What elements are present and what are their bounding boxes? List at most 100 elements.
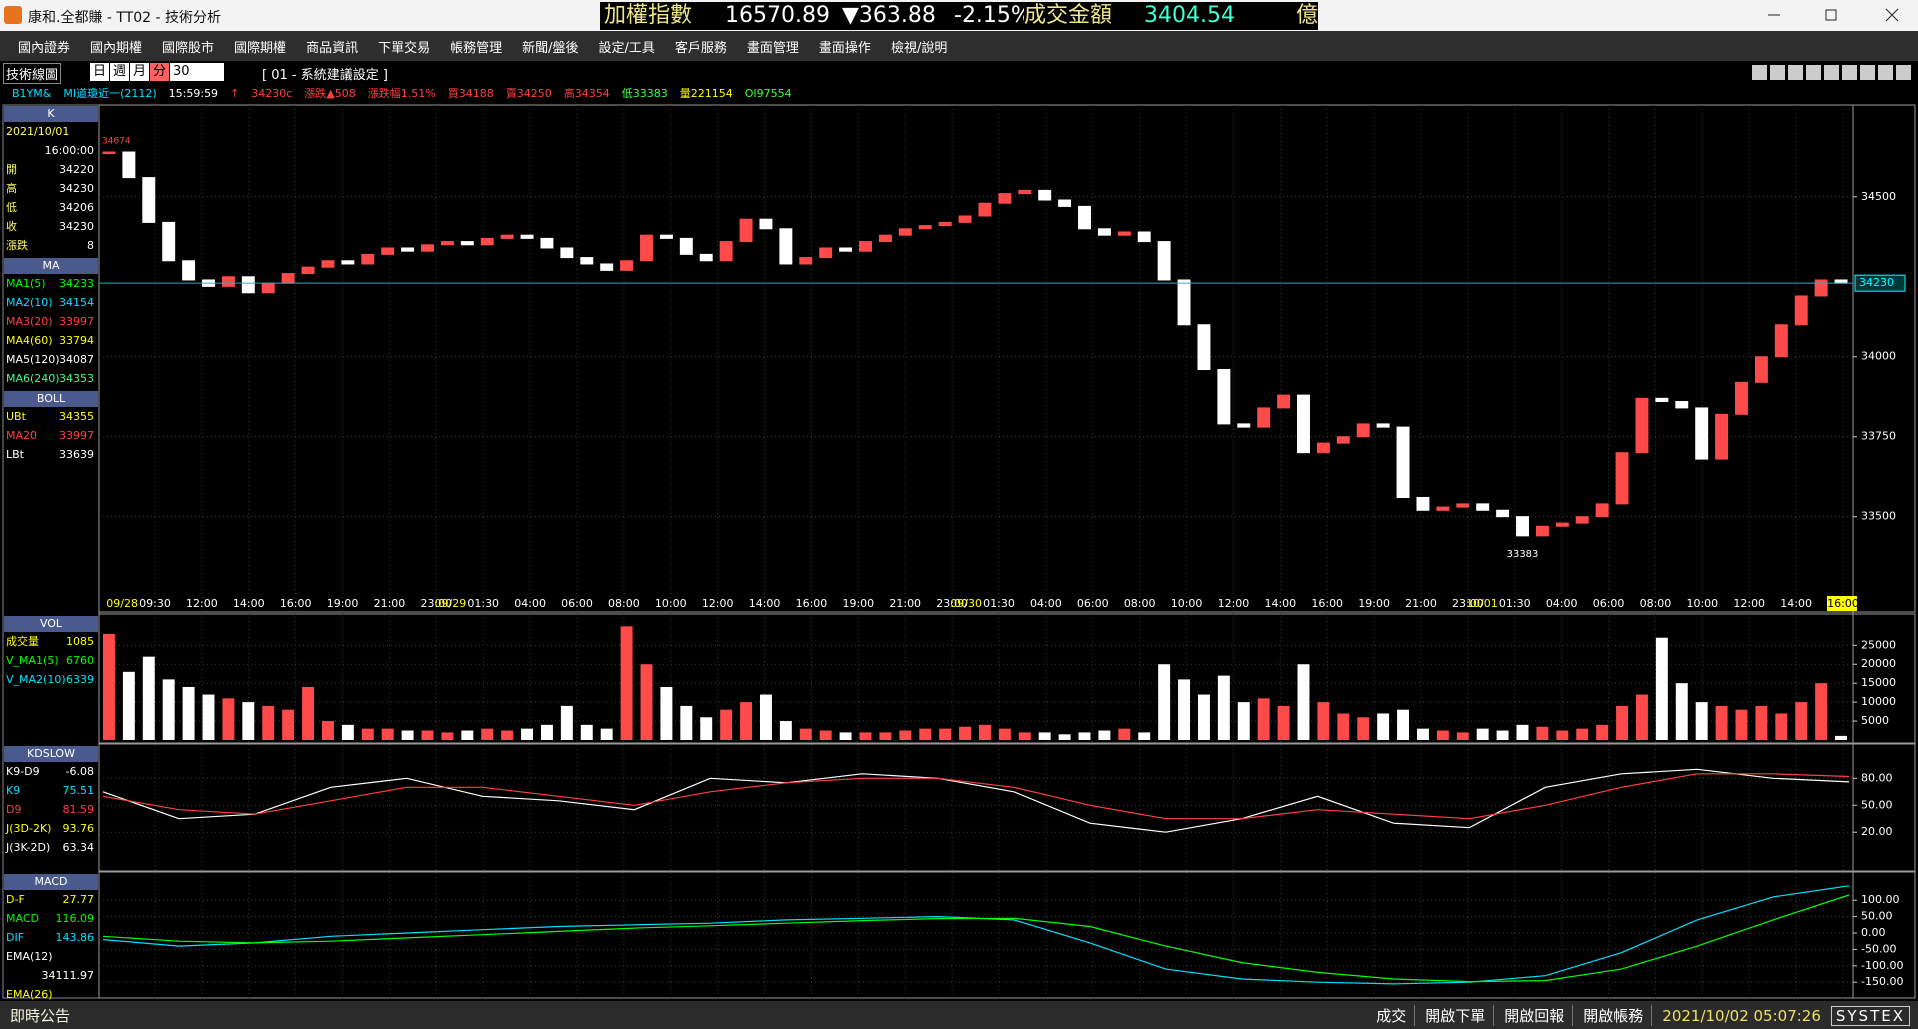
volume-bar (302, 686, 315, 740)
candle (1496, 509, 1510, 518)
row-label: MA3(20) (6, 315, 53, 328)
volume-bar (321, 721, 334, 740)
app-icon (4, 6, 22, 24)
row-value: 81.59 (63, 803, 95, 816)
volume-bar (1098, 730, 1111, 740)
close[interactable] (1885, 8, 1899, 22)
volume-bar (620, 626, 633, 740)
tool-icon[interactable] (1752, 65, 1767, 80)
row-value: 33997 (59, 315, 94, 328)
quote-field: 高34354 (563, 87, 610, 100)
y-tick-label: 33500 (1861, 510, 1896, 523)
status-button[interactable]: 開啟帳務 (1583, 1005, 1653, 1026)
candle (122, 151, 136, 179)
tool-icon[interactable] (1770, 65, 1785, 80)
candle (1555, 522, 1569, 527)
menu-bar: 國內證券 國內期權 國際股市 國際期權 商品資訊 下單交易 帳務管理 新聞/盤後 設定/工具 客戶… (0, 31, 1918, 61)
volume-bar (919, 728, 932, 740)
period-button[interactable]: 日 (90, 63, 110, 81)
candle (918, 225, 932, 230)
brand: SYSTEX (1830, 1005, 1910, 1026)
volume-bar (262, 705, 275, 740)
period-button[interactable]: 週 (110, 63, 130, 81)
restore[interactable] (1825, 9, 1837, 21)
volume-bar (222, 698, 235, 740)
last-price-label: 34230 (1859, 276, 1894, 289)
candle (1217, 369, 1231, 425)
row-label: 成交量 (6, 634, 39, 648)
candle (1058, 199, 1072, 207)
candle (1376, 423, 1390, 428)
menu-item[interactable]: 國際期權 (234, 40, 287, 56)
menu-item[interactable]: 畫面管理 (746, 40, 799, 56)
candle (261, 282, 275, 294)
candle (1117, 231, 1131, 236)
period-button[interactable]: 分 (150, 63, 170, 81)
candle (1735, 381, 1748, 415)
row-value: 33997 (59, 429, 94, 442)
status-button[interactable]: 開啟回報 (1504, 1005, 1574, 1026)
window-controls[interactable] (1740, 0, 1918, 31)
candle (620, 260, 634, 271)
status-button[interactable]: 成交 (1376, 1005, 1416, 1026)
status-button[interactable]: 開啟下單 (1425, 1005, 1495, 1026)
tool-icon[interactable] (1842, 65, 1857, 80)
menu-item[interactable]: 帳務管理 (450, 40, 503, 56)
quote-field: 漲跌幅1.51% (367, 87, 436, 100)
template-name[interactable]: [ 01 - 系統建議設定 ] (262, 68, 388, 83)
interval-select[interactable]: 30 (170, 63, 224, 81)
menu-item[interactable]: 商品資訊 (306, 40, 359, 56)
toolbar: 技術線圖 日週月分 30 [ 01 - 系統建議設定 ] (0, 62, 1918, 84)
notice[interactable]: 即時公告 (10, 1007, 71, 1025)
volume-bar (102, 633, 115, 740)
x-tick-label: 14:00 (1264, 597, 1296, 610)
menu-item[interactable]: 國際股市 (162, 40, 215, 56)
menu-item[interactable]: 國內期權 (90, 40, 143, 56)
row-value: 34230 (59, 182, 94, 195)
tool-icon[interactable] (1824, 65, 1839, 80)
tool-icon[interactable] (1788, 65, 1803, 80)
menu-item[interactable]: 客戶服務 (674, 40, 727, 56)
volume-bar (1197, 694, 1210, 740)
y-tick-label: 33750 (1861, 430, 1896, 443)
menu-item[interactable]: 下單交易 (378, 40, 431, 56)
volume-bar (1317, 702, 1330, 740)
row-value: 34154 (59, 296, 94, 309)
period-button[interactable]: 月 (130, 63, 150, 81)
candle (998, 193, 1012, 204)
high-mark: 34674 (102, 137, 131, 147)
candle (978, 202, 992, 217)
x-tick-label: 01:30 (1499, 597, 1531, 610)
row-label: MA5(120) (6, 353, 60, 366)
x-tick-label: 12:00 (1733, 597, 1765, 610)
x-tick-label: 10:00 (655, 597, 687, 610)
row-value: 33639 (59, 448, 94, 461)
quote-line: B1YM& MI道瓊近一(2112) 15:59:59 ↑ 34230c 漲跌▲508 漲跌… (12, 84, 792, 102)
candle (580, 257, 594, 265)
section-header: MA (42, 259, 59, 272)
row-label: J(3D-2K) (5, 822, 51, 835)
menu-item[interactable]: 國內證券 (18, 40, 71, 56)
volume-bar (660, 686, 673, 740)
volume-bar (501, 730, 514, 740)
volume-bar (740, 702, 753, 740)
tool-icon[interactable] (1860, 65, 1875, 80)
menu-item[interactable]: 檢視/說明 (890, 40, 948, 56)
row-value: 63.34 (63, 841, 95, 854)
menu-item[interactable]: 新聞/盤後 (522, 40, 579, 56)
y-tick-label: 50.00 (1861, 798, 1893, 811)
row-label: EMA(12) (6, 950, 53, 963)
volume-bar (1138, 732, 1151, 740)
tool-icons (1752, 65, 1911, 80)
volume-bar (799, 728, 812, 740)
candle (839, 247, 853, 252)
tool-icon[interactable] (1878, 65, 1893, 80)
candle (301, 266, 315, 275)
menu-item[interactable]: 畫面操作 (818, 40, 871, 56)
volume-bar (1436, 730, 1449, 740)
quote-field: MI道瓊近一(2112) (63, 87, 157, 100)
menu-item[interactable]: 設定/工具 (598, 40, 655, 56)
tool-icon[interactable] (1896, 65, 1911, 80)
tool-icon[interactable] (1806, 65, 1821, 80)
row-value: 34230 (59, 220, 94, 233)
